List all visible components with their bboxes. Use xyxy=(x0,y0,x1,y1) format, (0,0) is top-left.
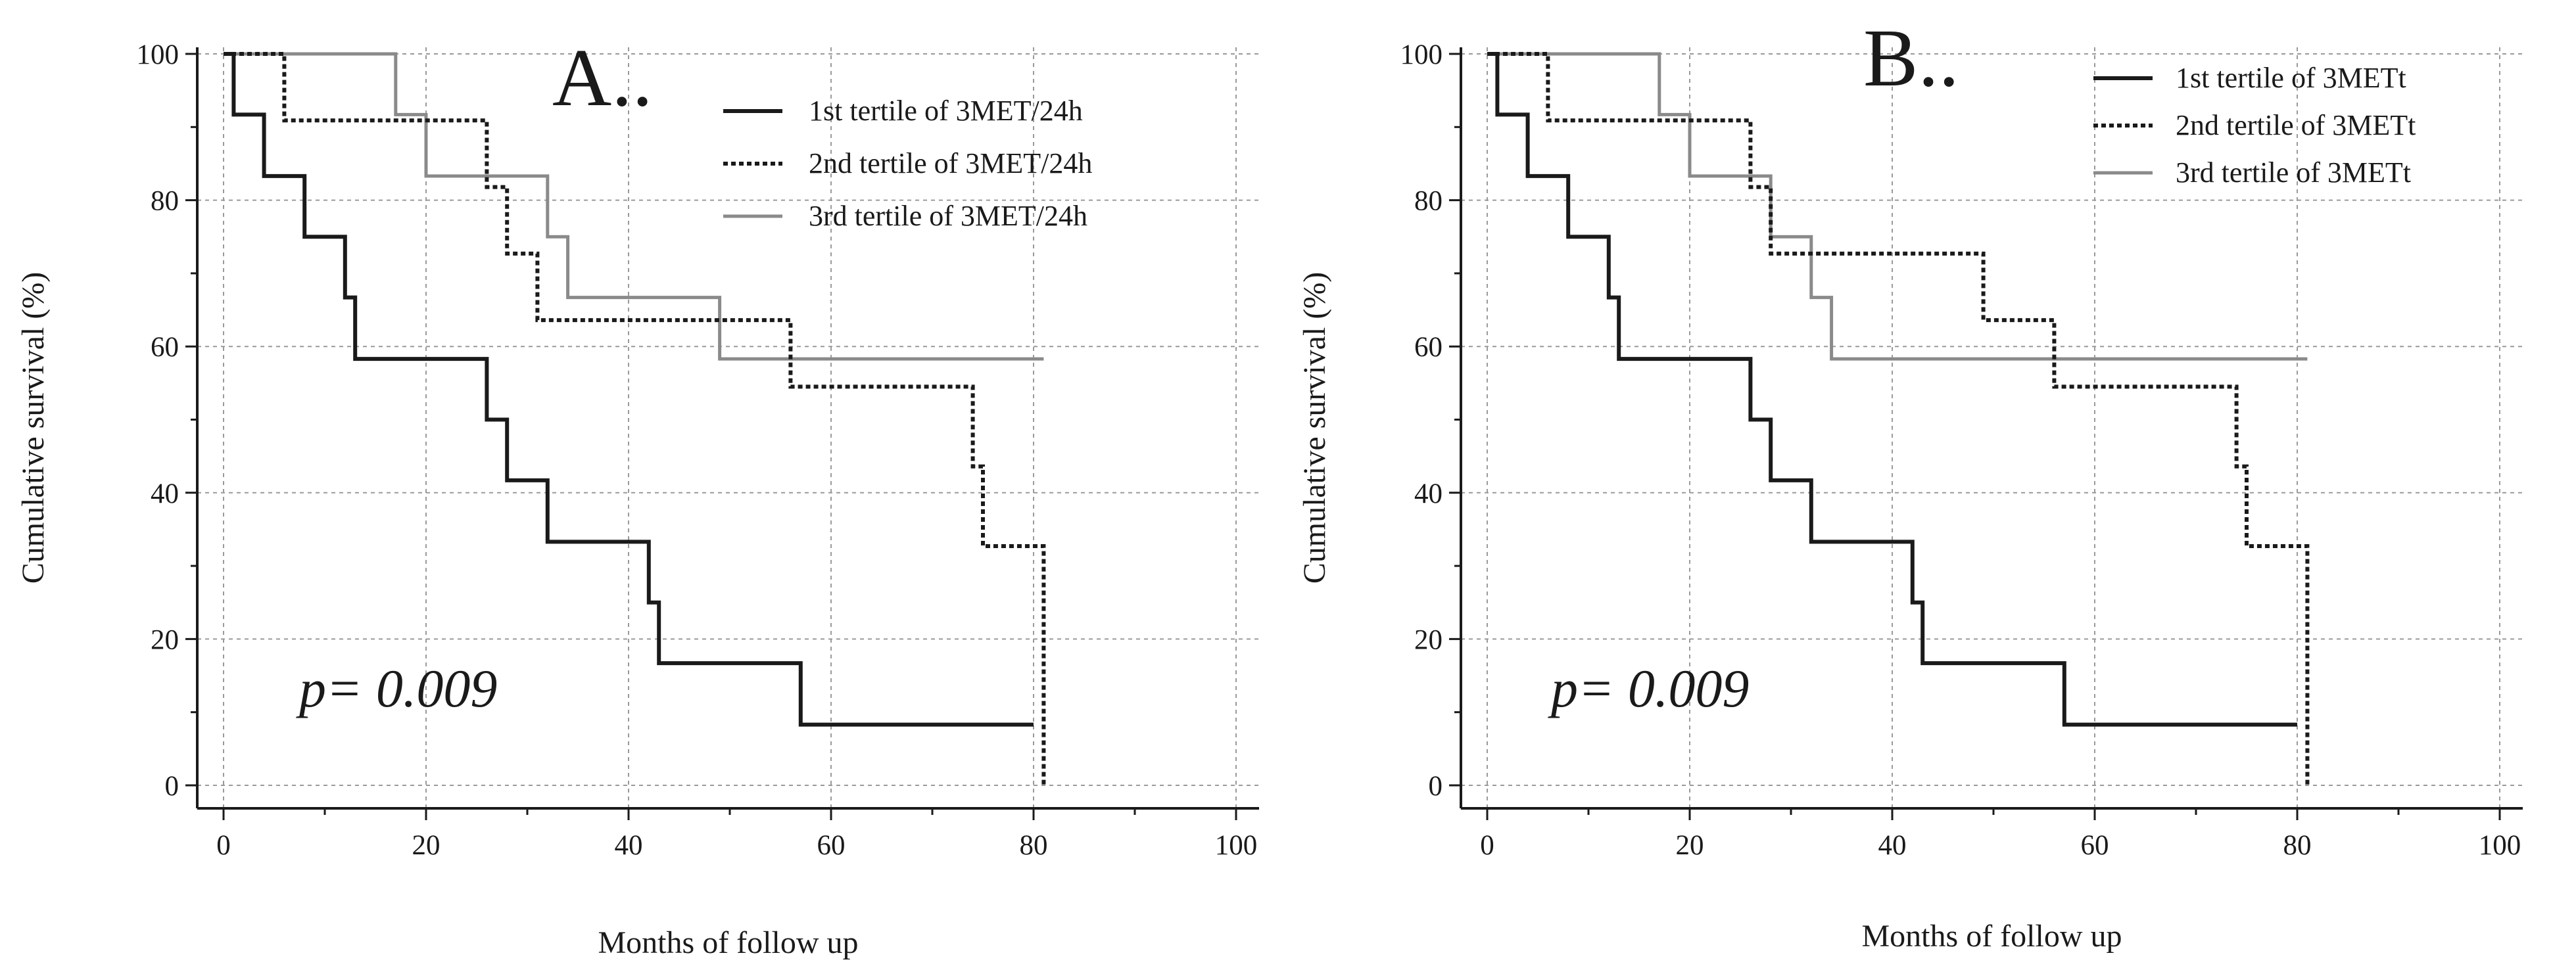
y-tick-label: 40 xyxy=(1414,478,1443,509)
y-tick-label: 100 xyxy=(137,39,179,70)
legend-label-2: 2nd tertile of 3MET/24h xyxy=(809,147,1092,179)
legend-label-3: 3rd tertile of 3MET/24h xyxy=(809,200,1087,232)
survival-chart-b-svg: 0 20 40 60 80 100 0 20 40 60 80 100 Months of follow… xyxy=(1297,13,2523,954)
panel-label: A.. xyxy=(552,33,653,124)
x-axis-title: Months of follow up xyxy=(598,925,859,960)
legend-label-1: 1st tertile of 3MET/24h xyxy=(809,95,1083,127)
y-tick-label: 0 xyxy=(1429,771,1443,802)
survival-curve-3 xyxy=(224,52,1044,361)
x-tick-label: 20 xyxy=(412,830,441,861)
x-tick-label: 60 xyxy=(817,830,846,861)
survival-curve-2 xyxy=(224,52,1046,785)
x-tick-label: 60 xyxy=(2081,830,2109,861)
y-tick-label: 80 xyxy=(1414,186,1443,217)
x-tick-label: 100 xyxy=(2479,830,2521,861)
survival-curve-1 xyxy=(224,52,1034,727)
survival-chart-panel-b: 0 20 40 60 80 100 0 20 40 60 80 100 Months of follow… xyxy=(1288,0,2576,970)
x-tick-label: 100 xyxy=(1215,830,1258,861)
x-tick-label: 40 xyxy=(1878,830,1907,861)
x-tick-label: 20 xyxy=(1676,830,1704,861)
y-tick-label: 40 xyxy=(151,478,179,509)
y-tick-label: 20 xyxy=(1414,624,1443,655)
survival-curve-1 xyxy=(1487,52,2297,727)
x-tick-label: 80 xyxy=(2283,830,2312,861)
legend-label-1: 1st tertile of 3METt xyxy=(2176,62,2406,94)
survival-chart-panel-a: 0 20 40 60 80 100 0 20 40 60 80 100 Months of follow… xyxy=(16,33,1259,960)
legend-label-2: 2nd tertile of 3METt xyxy=(2176,109,2416,141)
x-tick-label: 80 xyxy=(1020,830,1048,861)
x-tick-label: 0 xyxy=(216,830,231,861)
y-axis-title: Cumulative survival (%) xyxy=(1297,272,1332,584)
y-tick-label: 100 xyxy=(1400,39,1443,70)
y-tick-label: 60 xyxy=(1414,332,1443,363)
y-tick-label: 0 xyxy=(165,771,179,802)
x-axis-title: Months of follow up xyxy=(1862,919,2122,954)
p-value-annotation: p= 0.009 xyxy=(1548,658,1749,718)
p-value-annotation: p= 0.009 xyxy=(296,658,497,718)
survival-curve-2 xyxy=(1487,52,2310,785)
legend-label-3: 3rd tertile of 3METt xyxy=(2176,156,2411,189)
y-axis-title: Cumulative survival (%) xyxy=(16,272,51,584)
survival-chart-a-svg: 0 20 40 60 80 100 0 20 40 60 80 100 Months of follow… xyxy=(16,33,1259,960)
y-tick-label: 80 xyxy=(151,186,179,217)
x-tick-label: 40 xyxy=(615,830,643,861)
panel-label: B.. xyxy=(1863,13,1959,104)
y-tick-label: 20 xyxy=(151,624,179,655)
y-tick-label: 60 xyxy=(151,332,179,363)
x-tick-label: 0 xyxy=(1480,830,1494,861)
